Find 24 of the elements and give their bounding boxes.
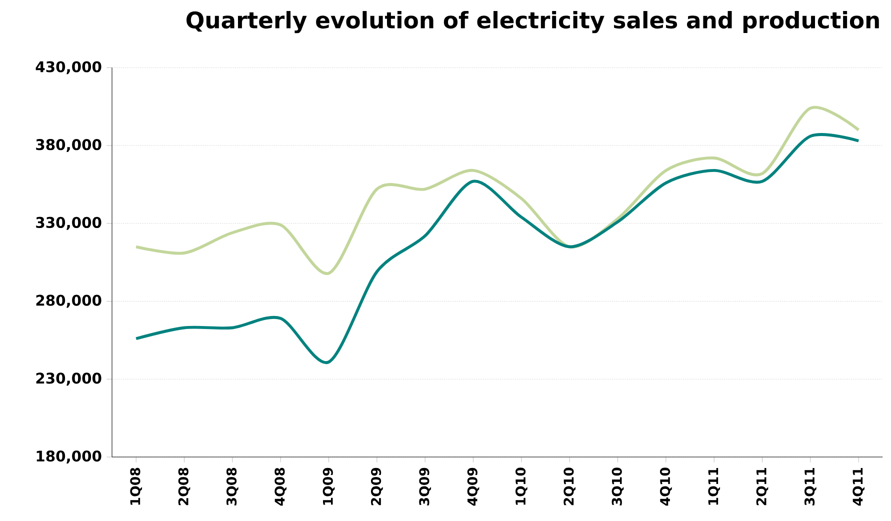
chart-title: Quarterly evolution of electricity sales and production bbox=[186, 11, 879, 34]
y-tick-label: 230,000 bbox=[36, 372, 102, 386]
x-tick-label: 4Q10 bbox=[660, 468, 672, 506]
x-tick-label: 1Q11 bbox=[708, 468, 720, 505]
x-tick-label: 1Q09 bbox=[322, 468, 335, 505]
y-tick-label: 380,000 bbox=[36, 139, 102, 152]
x-tick-label: 2Q10 bbox=[564, 468, 576, 506]
y-tick-label: 430,000 bbox=[36, 61, 102, 74]
y-tick-label: 280,000 bbox=[36, 294, 102, 308]
x-tick-label: 1Q08 bbox=[130, 468, 142, 505]
x-tick-label: 2Q09 bbox=[370, 468, 383, 506]
y-tick-label: 330,000 bbox=[36, 216, 102, 230]
x-tick-label: 2Q11 bbox=[756, 468, 768, 506]
x-tick-label: 2Q08 bbox=[178, 468, 190, 506]
x-tick-label: 4Q09 bbox=[467, 468, 480, 506]
y-tick-label: 180,000 bbox=[36, 450, 102, 464]
x-tick-label: 3Q09 bbox=[419, 468, 432, 506]
x-tick-label: 4Q08 bbox=[274, 468, 287, 506]
x-tick-label: 3Q10 bbox=[612, 468, 624, 506]
x-tick-label: 3Q11 bbox=[804, 468, 816, 506]
x-tick-label: 3Q08 bbox=[226, 468, 238, 506]
x-tick-label: 1Q10 bbox=[515, 468, 528, 505]
line-series bbox=[134, 106, 860, 275]
x-tick-label: 4Q11 bbox=[852, 468, 865, 506]
